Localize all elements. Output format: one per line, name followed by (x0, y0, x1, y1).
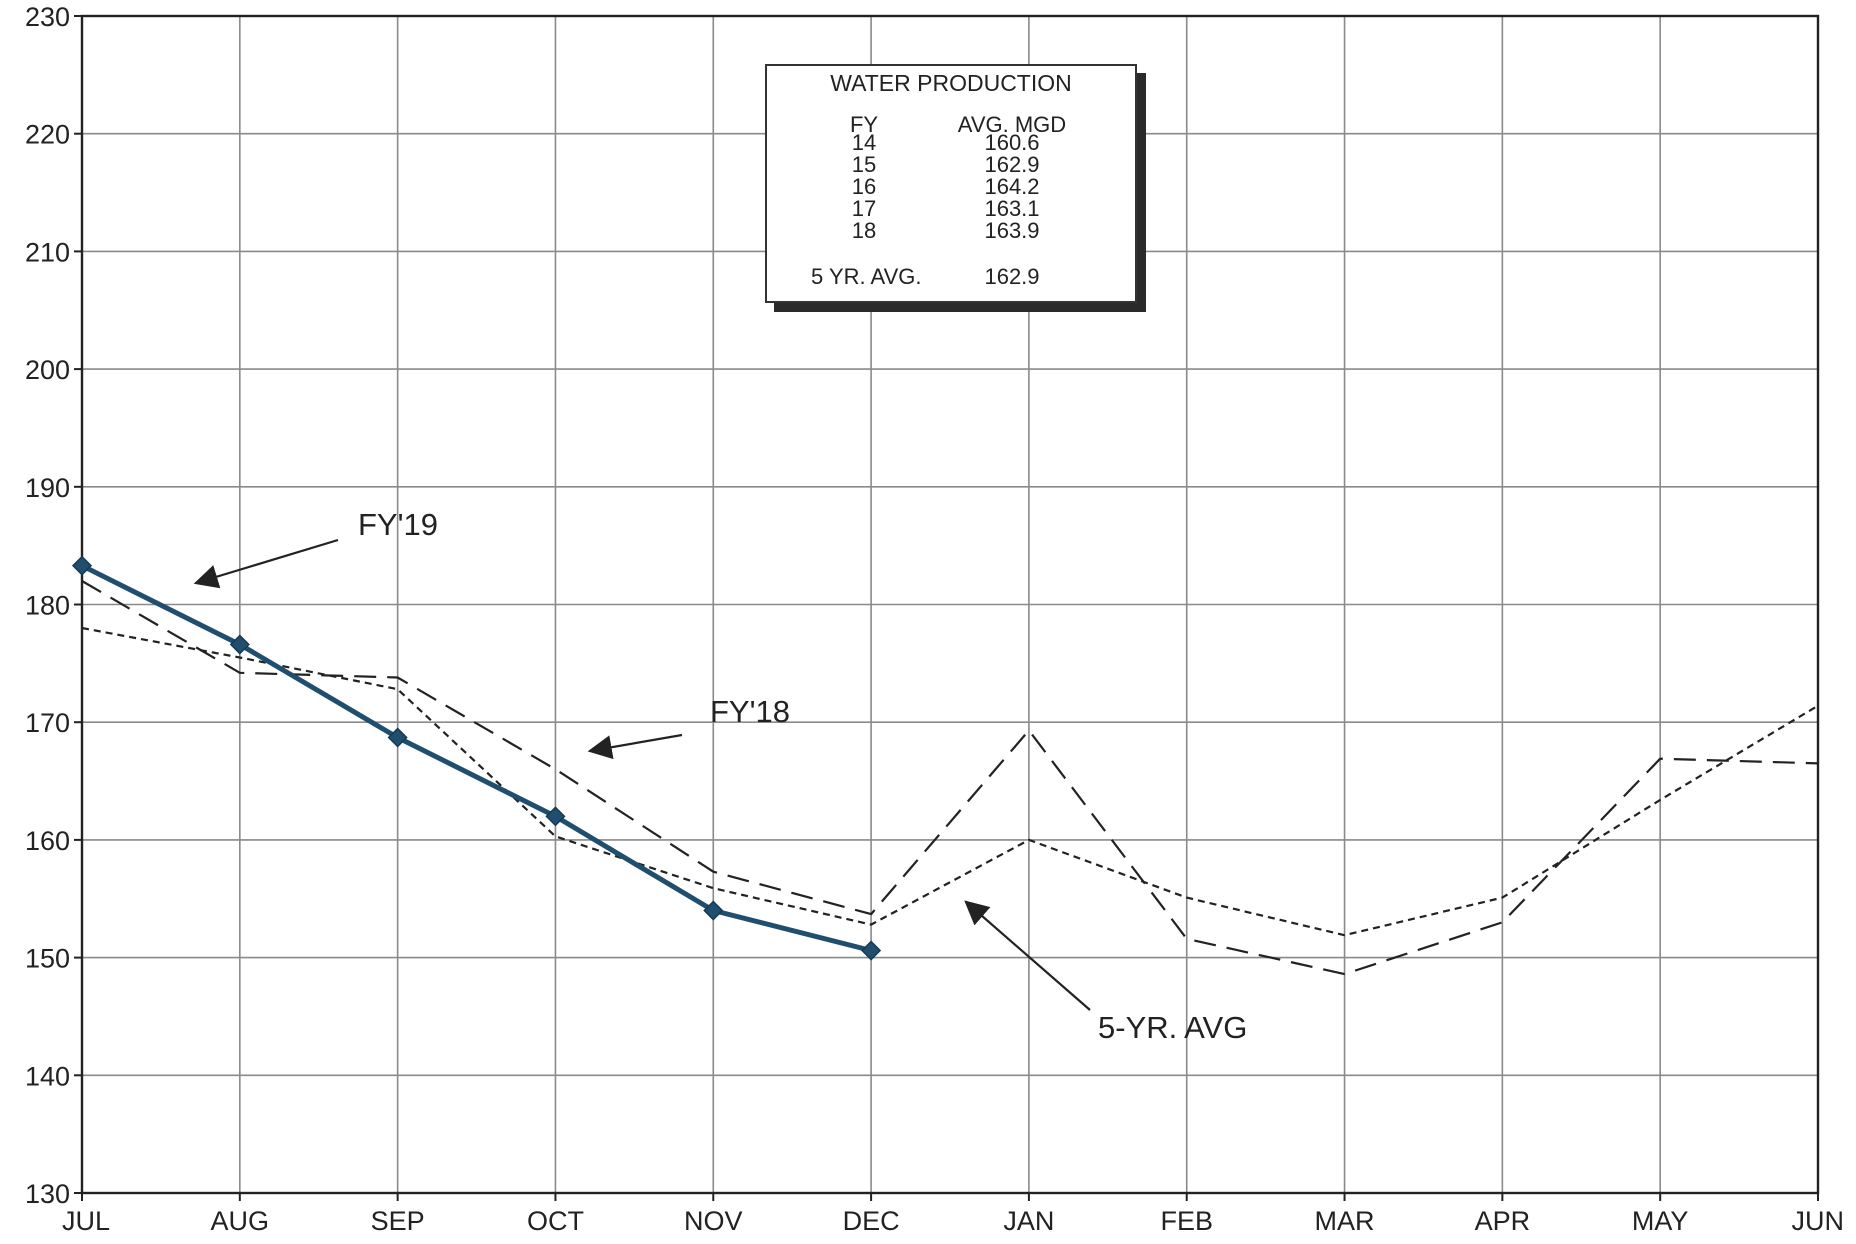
column-header-avg-mgd: AVG. MGD (957, 112, 1067, 137)
data-point-marker (71, 555, 93, 576)
y-tick-label: 130 (25, 1179, 70, 1209)
annotation-5yr-avg: 5-YR. AVG (1098, 1010, 1247, 1045)
x-tick-label: MAY (1632, 1206, 1689, 1236)
y-tick-label: 200 (25, 355, 70, 385)
y-tick-label: 220 (25, 120, 70, 150)
annotation-5yr-avg-arrow (964, 900, 1091, 1011)
y-tick-label: 160 (25, 826, 70, 856)
series-line-fy-18 (81, 580, 1819, 976)
table-cell-fy: 17 (851, 196, 877, 221)
water-production-table: WATER PRODUCTION FY AVG. MGD 14 160.6 15… (765, 64, 1137, 303)
annotation-fy19: FY'19 (358, 507, 438, 542)
table-cell-avg: 164.2 (984, 174, 1040, 199)
table-cell-fy: 15 (851, 152, 877, 177)
table-title: WATER PRODUCTION (830, 70, 1072, 96)
x-tick-label: NOV (684, 1206, 743, 1236)
table-cell-avg: 163.9 (984, 218, 1040, 243)
table-cell-avg: 160.6 (984, 130, 1040, 155)
series-annotations: FY'19 FY'18 5-YR. AVG (193, 507, 1247, 1045)
y-tick-label: 150 (25, 944, 70, 974)
annotation-fy18: FY'18 (710, 694, 790, 729)
x-tick-label: APR (1475, 1206, 1531, 1236)
y-tick-label: 170 (25, 708, 70, 738)
five-year-average-label: 5 YR. AVG. (811, 264, 922, 289)
y-tick-label: 210 (25, 237, 70, 267)
series-line-fy-19 (80, 563, 872, 953)
data-point-marker (861, 940, 882, 961)
table-cell-fy: 18 (851, 218, 877, 243)
annotation-fy19-arrow (193, 538, 339, 589)
x-tick-label: SEP (371, 1206, 425, 1236)
table-cell-fy: 16 (851, 174, 877, 199)
y-tick-label: 140 (25, 1061, 70, 1091)
table-cell-fy: 14 (851, 130, 877, 155)
data-point-marker (703, 900, 724, 921)
data-point-marker (229, 634, 250, 655)
y-tick-label: 230 (25, 2, 70, 32)
column-header-fy: FY (849, 112, 879, 137)
x-tick-label: JUL (62, 1206, 110, 1236)
plot-frame (80, 14, 1820, 1195)
plot-border (80, 14, 1820, 1195)
x-tick-label: FEB (1160, 1206, 1213, 1236)
table-row: 14 160.6 (767, 132, 1135, 154)
annotation-fy18-arrow (587, 733, 683, 760)
y-tick-label: 180 (25, 591, 70, 621)
data-point-marker (545, 806, 566, 827)
table-row: 15 162.9 (767, 154, 1135, 176)
y-tick-label: 190 (25, 473, 70, 503)
series-markers (71, 555, 882, 961)
table-row: 16 164.2 (767, 176, 1135, 198)
x-axis-tick-labels: JUL AUG SEP OCT NOV DEC JAN FEB MAR APR MAY JUN (62, 1206, 1844, 1236)
table-cell-avg: 163.1 (984, 196, 1040, 221)
table-row: 17 163.1 (767, 198, 1135, 220)
series-line-5-yr-avg (81, 626, 1819, 937)
y-axis-tick-labels: 130 140 150 160 170 180 190 200 210 220 230 (25, 2, 70, 1209)
x-tick-label: JAN (1003, 1206, 1054, 1236)
x-tick-label: AUG (211, 1206, 270, 1236)
x-tick-label: MAR (1315, 1206, 1375, 1236)
five-year-average-value: 162.9 (984, 264, 1040, 289)
x-tick-label: JUN (1792, 1206, 1845, 1236)
series-lines (80, 563, 1819, 976)
data-point-marker (387, 727, 408, 748)
table-cell-avg: 162.9 (984, 152, 1040, 177)
table-row: 18 163.9 (767, 220, 1135, 242)
x-tick-label: DEC (843, 1206, 900, 1236)
x-tick-label: OCT (527, 1206, 584, 1236)
